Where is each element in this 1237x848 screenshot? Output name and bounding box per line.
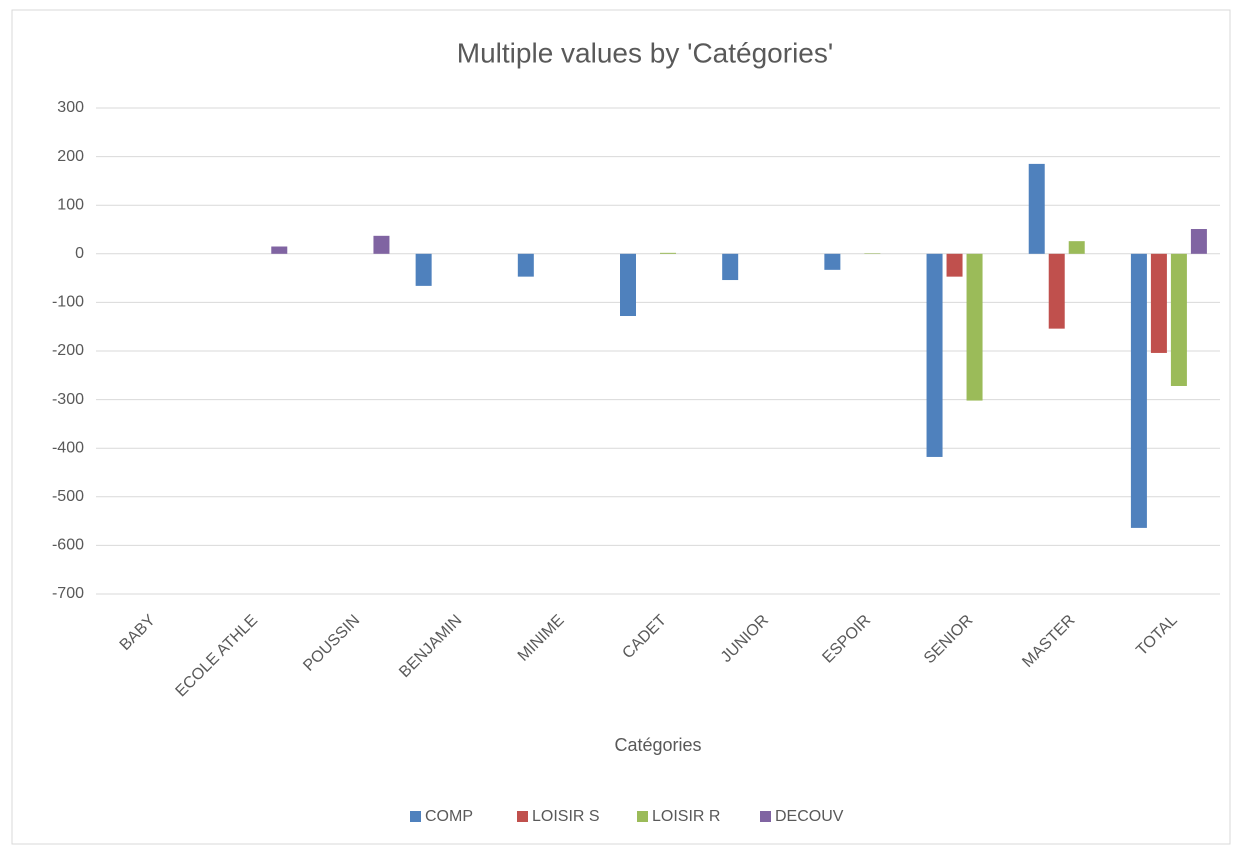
bar [620, 253, 636, 317]
x-axis-title: Catégories [614, 735, 701, 755]
y-tick-label: -500 [52, 488, 84, 505]
y-tick-label: 200 [57, 148, 84, 165]
y-tick-label: 100 [57, 196, 84, 213]
y-tick-label: -400 [52, 439, 84, 456]
y-tick-label: 0 [75, 245, 84, 262]
y-tick-label: -100 [52, 294, 84, 311]
legend-swatch [517, 811, 528, 822]
bar [966, 253, 983, 401]
y-tick-label: -300 [52, 391, 84, 408]
legend-swatch [410, 811, 421, 822]
bar [1048, 253, 1065, 329]
bar [1170, 253, 1187, 386]
bar [1068, 241, 1085, 254]
bar [926, 253, 943, 457]
y-tick-label: -200 [52, 342, 84, 359]
bar [415, 253, 432, 286]
bar [373, 235, 390, 254]
bar [946, 253, 963, 277]
chart-title: Multiple values by 'Catégories' [457, 37, 833, 68]
chart-border [11, 9, 1231, 845]
bar [1028, 163, 1045, 254]
bar [271, 246, 288, 254]
legend-label: LOISIR R [652, 808, 720, 825]
legend-label: COMP [425, 808, 473, 825]
y-tick-label: 300 [57, 99, 84, 116]
y-tick-label: -600 [52, 537, 84, 554]
legend-swatch [760, 811, 771, 822]
bar [1130, 253, 1147, 528]
bar [660, 252, 676, 254]
bar [1190, 229, 1207, 254]
y-tick-label: -700 [52, 585, 84, 602]
bar [517, 253, 534, 277]
legend-label: DECOUV [775, 808, 844, 825]
bar [1150, 253, 1167, 353]
bar [824, 253, 841, 270]
legend-label: LOISIR S [532, 808, 600, 825]
legend-swatch [637, 811, 648, 822]
bar [722, 253, 739, 281]
